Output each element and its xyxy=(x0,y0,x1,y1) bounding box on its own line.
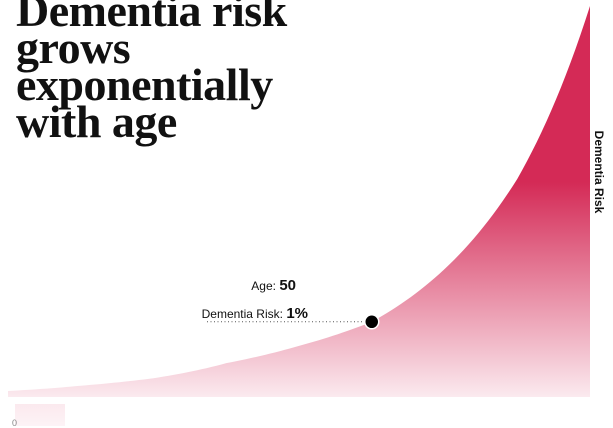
y-axis-label: Dementia Risk xyxy=(592,130,606,214)
highlight-age-annotation: Age: 50 xyxy=(251,277,296,294)
age-label: Age: xyxy=(251,279,276,293)
risk-area xyxy=(8,6,590,397)
highlight-marker[interactable] xyxy=(364,314,380,330)
risk-label: Dementia Risk: xyxy=(201,307,283,321)
y-tick-zero: 0 xyxy=(12,418,18,428)
age-value: 50 xyxy=(279,277,296,294)
chart-title: Dementia risk grows exponentially with a… xyxy=(16,0,287,147)
highlight-risk-annotation: Dementia Risk: 1% xyxy=(202,305,308,322)
risk-value: 1% xyxy=(286,305,308,322)
bottom-inset-area xyxy=(15,404,65,426)
